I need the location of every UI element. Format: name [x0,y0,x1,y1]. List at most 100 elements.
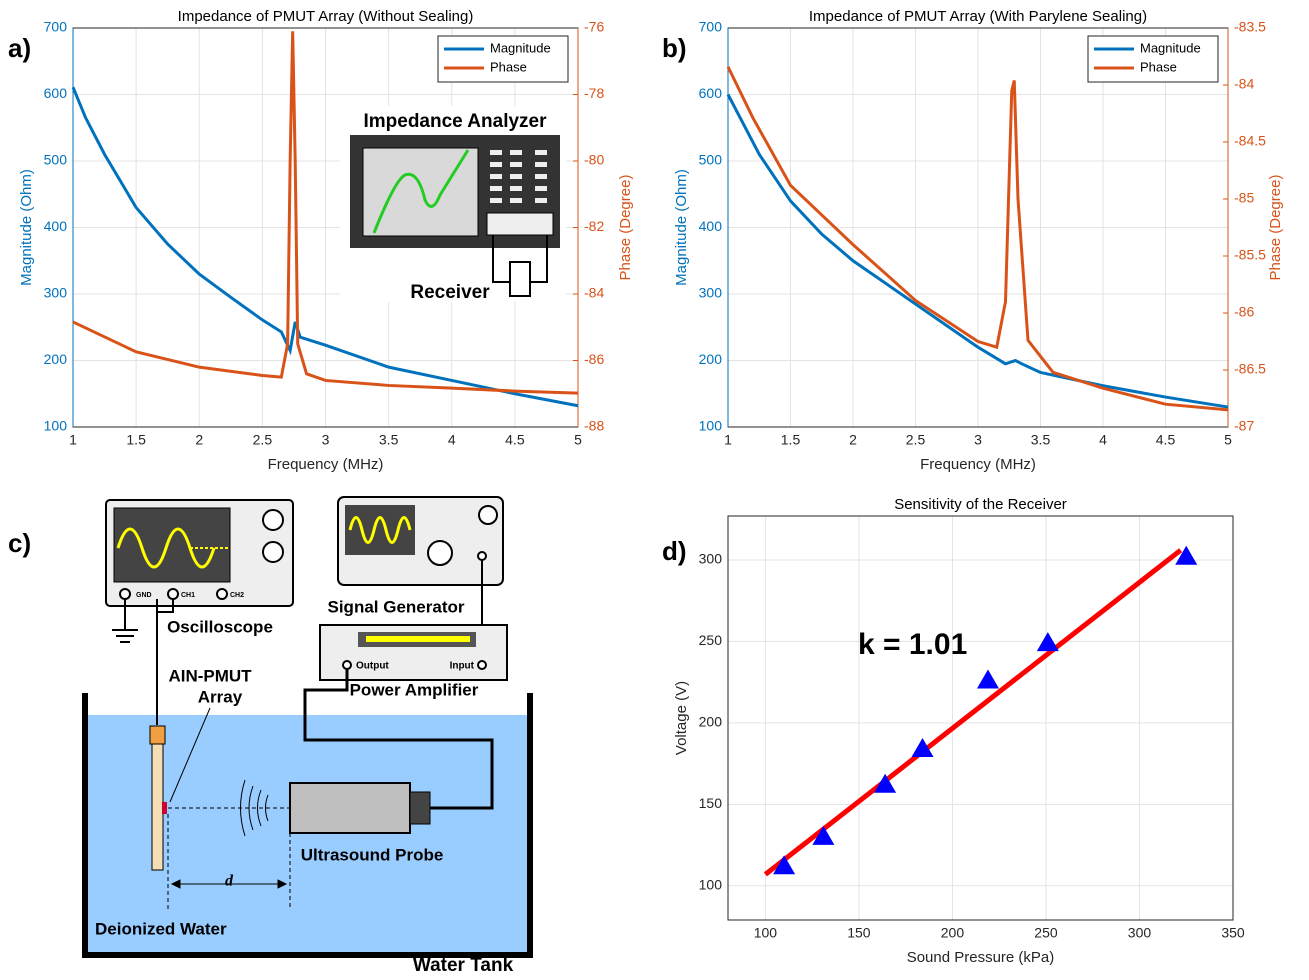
x-tick-label: 3.5 [1031,432,1051,448]
receiver-wire [492,235,548,283]
oscilloscope-label: Oscilloscope [167,617,273,636]
y-axis-label: Magnitude (Ohm) [18,169,35,286]
x-axis-label: Sound Pressure (kPa) [907,949,1055,966]
connector [477,660,487,670]
array-label: Array [198,687,243,706]
tank-label: Water Tank [413,955,514,975]
array-connector [149,725,166,745]
y2-tick-label: -78 [584,85,604,101]
port-label: Input [450,661,475,672]
generator-wave [348,516,412,544]
y-tick-label: 200 [44,351,68,367]
legend-label: Phase [1140,59,1177,74]
port-label: CH1 [181,592,195,599]
y2-tick-label: -86.5 [1234,361,1266,377]
x-tick-label: 100 [754,925,778,941]
y-tick-label: 700 [699,19,723,35]
pointer [169,707,211,803]
y2-tick-label: -85.5 [1234,247,1266,263]
panel-label: a) [8,33,31,63]
y-tick-label: 100 [44,418,68,434]
inset: Impedance Analyzer Receiver [340,106,566,303]
distance-arrow [170,879,288,889]
y-tick-label: 100 [699,876,723,892]
inset-title: Impedance Analyzer [363,111,547,132]
chart-title: Impedance of PMUT Array (With Parylene S… [809,8,1147,25]
y-tick-label: 200 [699,714,723,730]
wire [157,599,174,613]
connector [216,588,228,600]
y2-tick-label: -85 [1234,190,1254,206]
array-label: AIN-PMUT [168,666,252,685]
x-tick-label: 250 [1034,925,1058,941]
y-tick-label: 300 [699,285,723,301]
x-tick-label: 2.5 [906,432,926,448]
power-amplifier-label: Power Amplifier [350,680,479,699]
knob [478,505,498,525]
x-tick-label: 2.5 [253,432,273,448]
x-tick-label: 4.5 [505,432,525,448]
y2-tick-label: -82 [584,218,604,234]
y-tick-label: 250 [699,632,723,648]
x-tick-label: 3.5 [379,432,399,448]
legend-box [1087,35,1219,83]
oscilloscope-screen [113,507,231,583]
analyzer-buttons [490,150,547,203]
sound-waves [240,779,269,837]
panel-label: d) [662,536,687,566]
y-tick-label: 200 [699,351,723,367]
x-tick-label: 4 [448,432,456,448]
x-tick-label: 3 [974,432,982,448]
y-tick-label: 700 [44,19,68,35]
annotation: k = 1.01 [858,628,967,661]
x-tick-label: 2 [849,432,857,448]
panel-label: b) [662,33,687,63]
x-tick-label: 1 [724,432,732,448]
legend-label: Magnitude [490,40,551,55]
y2-axis-label: Phase (Degree) [617,175,634,281]
x-tick-label: 300 [1128,925,1152,941]
water-tank [82,693,533,958]
x-tick-label: 1.5 [126,432,146,448]
data-point [1175,545,1198,565]
y-tick-label: 600 [44,85,68,101]
data-point [874,773,897,793]
setup-diagram: GND CH1 CH2 Oscilloscope Signal Generato… [82,496,533,976]
x-tick-label: 4 [1099,432,1107,448]
plot-frame [727,515,1234,921]
y2-tick-label: -84 [1234,76,1254,92]
x-axis-label: Frequency (MHz) [268,456,384,473]
screen-curve [372,149,470,234]
x-tick-label: 200 [941,925,965,941]
legend-label: Phase [490,59,527,74]
y-tick-label: 500 [699,152,723,168]
amplifier-bar [366,636,470,642]
receiver-body [509,261,531,297]
y-tick-label: 150 [699,795,723,811]
x-axis-label: Frequency (MHz) [920,456,1036,473]
x-tick-label: 3 [322,432,330,448]
knob [262,541,284,563]
chart-title: Impedance of PMUT Array (Without Sealing… [178,8,474,25]
y-tick-label: 300 [699,551,723,567]
connector [119,588,131,600]
wire [303,669,494,810]
connector [167,588,179,600]
y2-tick-label: -80 [584,152,604,168]
y-tick-label: 400 [44,218,68,234]
oscilloscope-wave [116,527,216,569]
data-point [911,737,934,757]
data-point [773,855,796,875]
y-tick-label: 500 [44,152,68,168]
plot-area [728,516,1233,920]
probe-body [289,782,411,834]
receiver-label: Receiver [410,282,490,303]
legend-box [437,35,569,83]
y-tick-label: 400 [699,218,723,234]
x-tick-label: 150 [847,925,871,941]
signal-generator-label: Signal Generator [328,597,465,616]
port-label: GND [136,592,152,599]
data-point [976,669,999,689]
y-tick-label: 100 [699,418,723,434]
